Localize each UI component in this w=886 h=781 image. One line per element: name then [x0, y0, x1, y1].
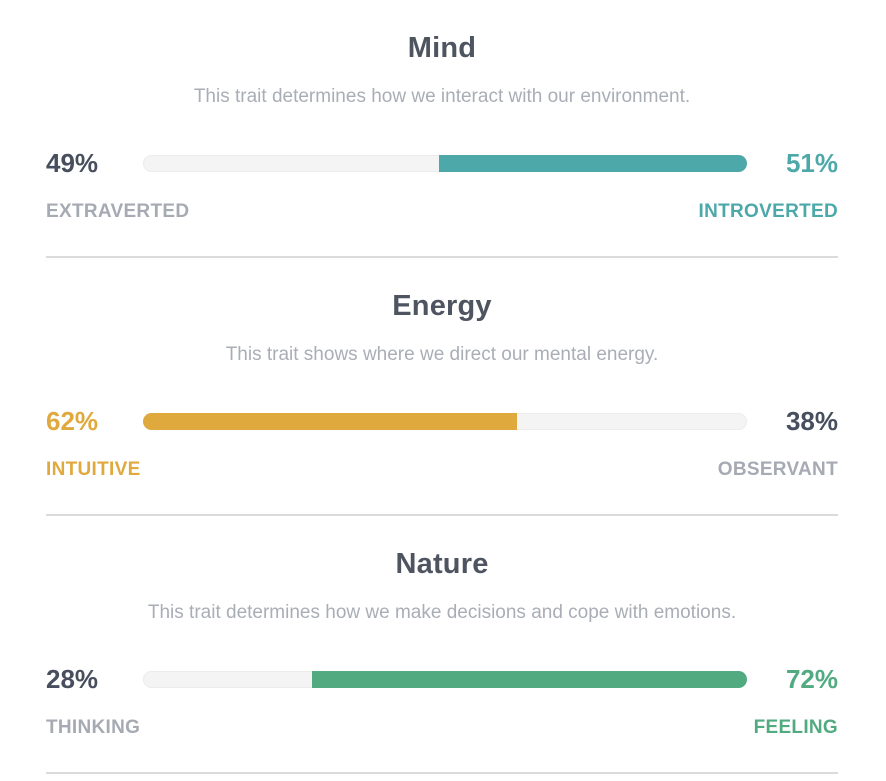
left-trait-label: INTUITIVE	[46, 459, 141, 480]
trait-description: This trait determines how we make decisi…	[147, 602, 737, 623]
section-divider	[46, 772, 838, 774]
left-trait-label: EXTRAVERTED	[46, 201, 190, 222]
trait-title: Energy	[392, 290, 492, 322]
right-percentage: 38%	[785, 406, 838, 436]
right-percentage: 51%	[785, 148, 838, 178]
trait-description: This trait shows where we direct our men…	[225, 344, 659, 365]
trait-labels-row: EXTRAVERTED INTROVERTED	[46, 201, 838, 223]
right-trait-label: OBSERVANT	[717, 459, 838, 480]
trait-progress-bar	[143, 412, 747, 430]
trait-progress-fill	[438, 154, 747, 172]
right-trait-label: INTROVERTED	[698, 201, 838, 222]
left-percentage: 49%	[46, 148, 99, 178]
trait-title: Nature	[395, 548, 489, 580]
left-percentage: 28%	[46, 664, 99, 694]
right-trait-label: FEELING	[753, 717, 838, 738]
section-divider	[46, 256, 838, 258]
trait-labels-row: INTUITIVE OBSERVANT	[46, 459, 838, 481]
trait-description: This trait determines how we interact wi…	[193, 86, 691, 107]
trait-labels-row: THINKING FEELING	[46, 717, 838, 739]
trait-progress-fill	[143, 412, 518, 430]
trait-section-nature: Nature This trait determines how we make…	[46, 516, 838, 774]
trait-section-energy: Energy This trait shows where we direct …	[46, 258, 838, 516]
right-percentage: 72%	[785, 664, 838, 694]
trait-title: Mind	[407, 32, 477, 64]
trait-bar-row: 62% 38%	[46, 408, 838, 434]
trait-bar-row: 28% 72%	[46, 666, 838, 692]
left-trait-label: THINKING	[46, 717, 141, 738]
left-percentage: 62%	[46, 406, 99, 436]
trait-bar-row: 49% 51%	[46, 150, 838, 176]
trait-progress-fill	[312, 670, 747, 688]
trait-progress-bar	[143, 154, 747, 172]
section-divider	[46, 514, 838, 516]
trait-section-mind: Mind This trait determines how we intera…	[46, 0, 838, 258]
trait-progress-bar	[143, 670, 747, 688]
